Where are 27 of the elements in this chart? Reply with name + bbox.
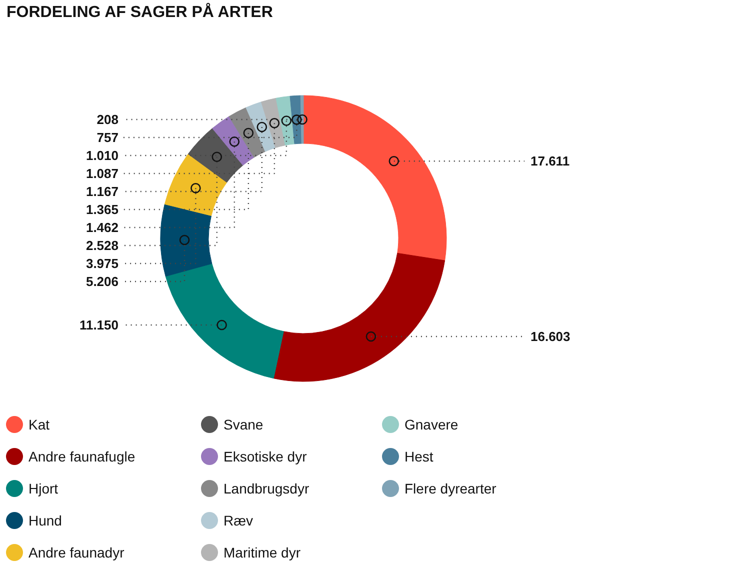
data-label: 11.150 [79, 318, 118, 333]
data-label: 2.528 [86, 238, 119, 254]
legend-label: Svane [224, 416, 264, 432]
data-label: 1.365 [86, 202, 119, 218]
legend-label: Ræv [224, 512, 254, 528]
data-label: 1.462 [86, 220, 119, 236]
legend-label: Hest [404, 448, 434, 464]
legend-label: Hund [28, 512, 62, 528]
legend-label: Hjort [28, 480, 58, 496]
data-label: 17.611 [530, 154, 570, 169]
legend-label: Landbrugsdyr [224, 480, 310, 496]
data-label: 757 [96, 130, 119, 146]
data-label: 5.206 [86, 274, 119, 290]
data-label: 1.167 [86, 184, 119, 200]
legend-label: Gnavere [404, 416, 458, 432]
legend-label: Flere dyrearter [404, 480, 497, 496]
legend-label: Kat [28, 416, 50, 432]
data-label: 208 [96, 112, 119, 128]
legend-label: Maritime dyr [224, 544, 301, 560]
data-label: 16.603 [530, 329, 570, 344]
legend-label: Eksotiske dyr [224, 448, 308, 464]
legend-label: Andre faunafugle [28, 448, 136, 464]
data-label: 1.010 [86, 148, 119, 164]
data-label: 1.087 [86, 166, 119, 182]
chart-title: FORDELING AF SAGER PÅ ARTER [6, 2, 274, 21]
data-label: 3.975 [86, 256, 119, 272]
legend-label: Andre faunadyr [28, 544, 125, 560]
